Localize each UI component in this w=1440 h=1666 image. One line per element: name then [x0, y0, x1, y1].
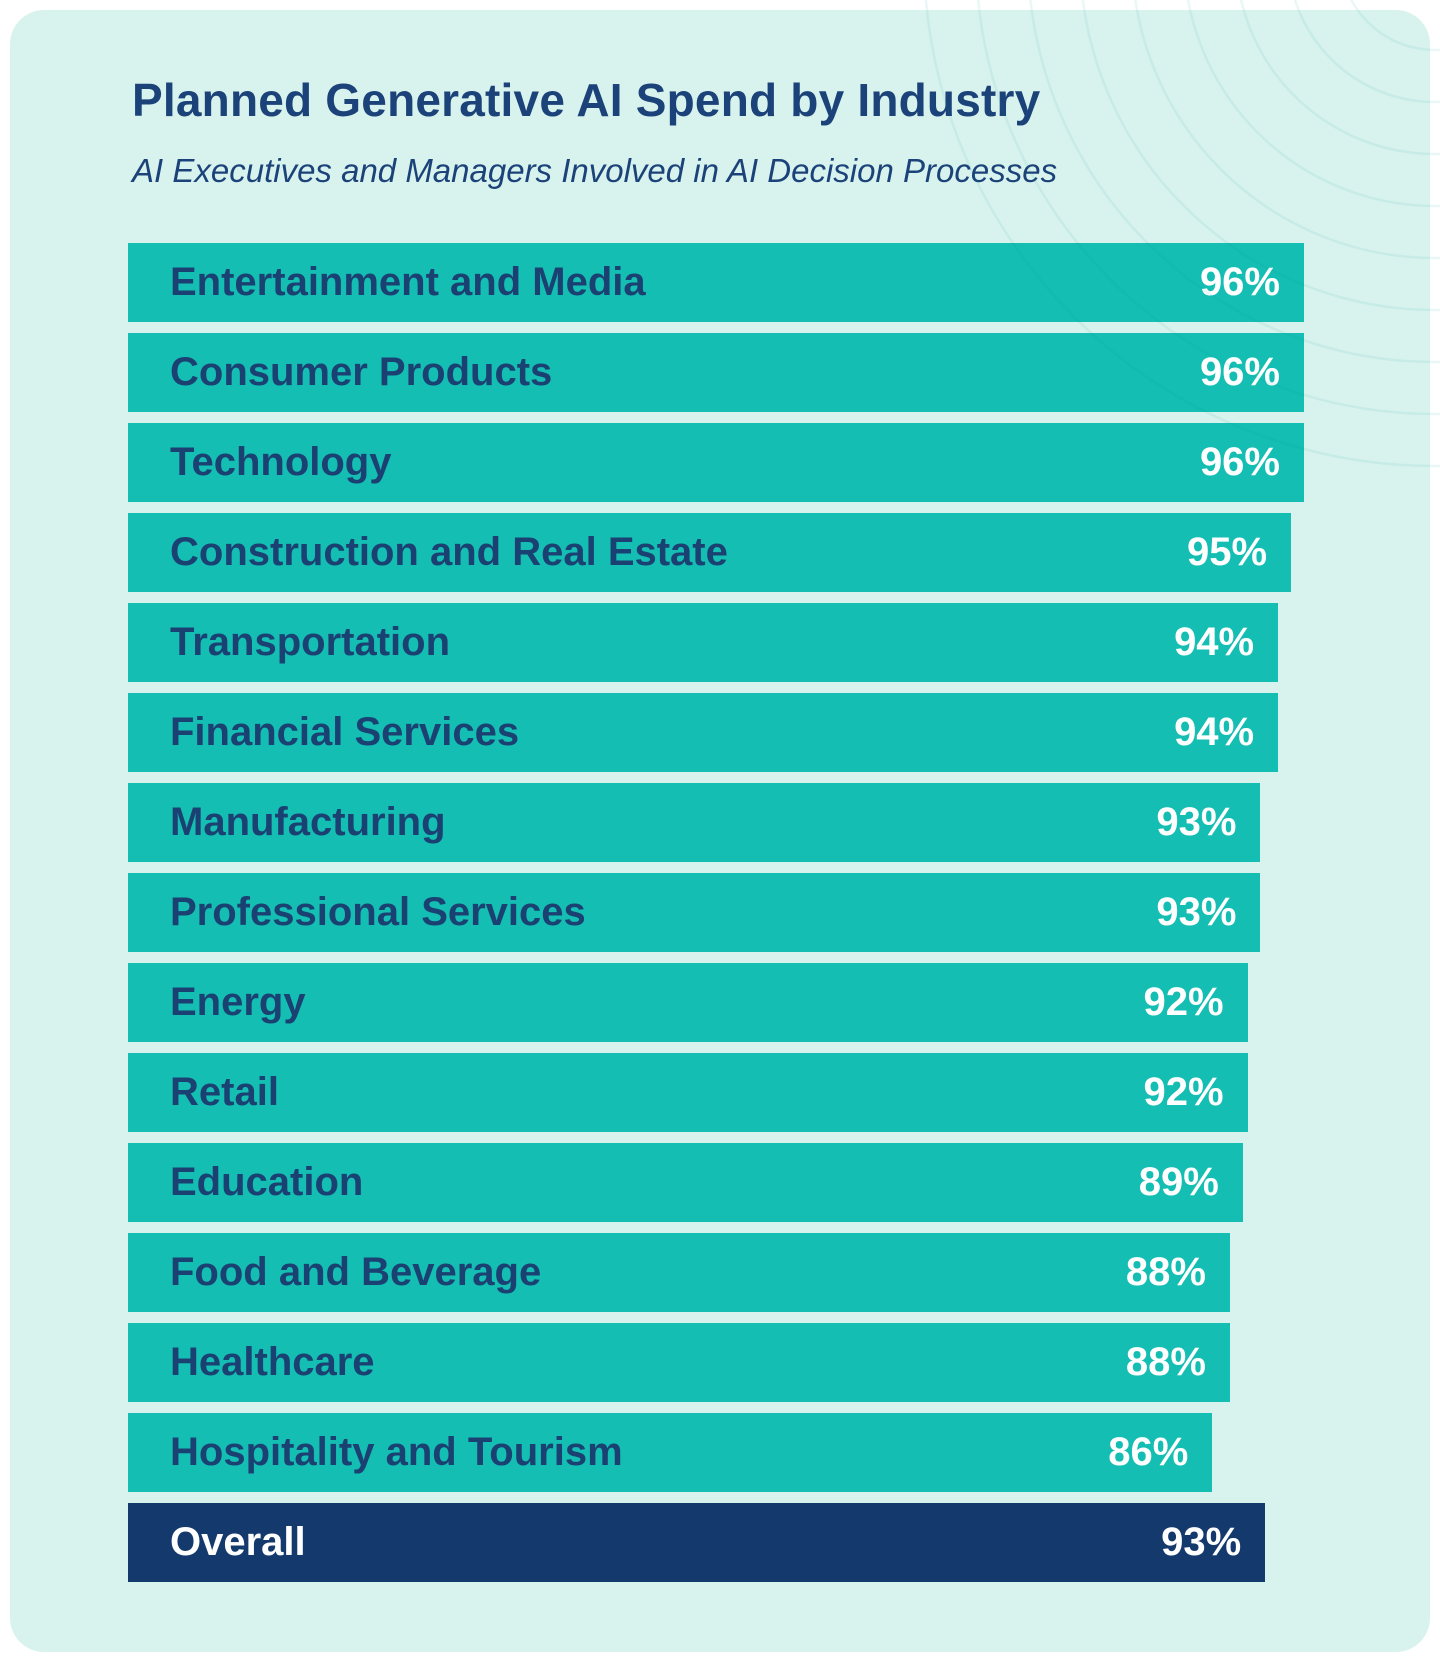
bar-label: Overall: [170, 1520, 306, 1564]
bar-label: Consumer Products: [170, 350, 553, 394]
bar-label: Manufacturing: [170, 800, 446, 844]
bar-value: 92%: [1143, 980, 1224, 1024]
chart-card: Planned Generative AI Spend by Industry …: [10, 10, 1430, 1652]
bar-row: Retail 92%: [128, 1053, 1248, 1132]
bar-value: 94%: [1174, 620, 1255, 664]
bar-value: 93%: [1156, 890, 1237, 934]
bar-row: Manufacturing 93%: [128, 783, 1261, 862]
bar-value: 96%: [1199, 350, 1280, 394]
bar-value: 94%: [1174, 710, 1255, 754]
chart-subtitle: AI Executives and Managers Involved in A…: [132, 152, 1058, 189]
bar-row: Financial Services 94%: [128, 693, 1279, 772]
bar-chart: Entertainment and Media 96% Consumer Produ…: [128, 243, 1304, 1593]
bar-value: 95%: [1187, 530, 1268, 574]
bar-label: Healthcare: [170, 1340, 375, 1384]
bar-row: Transportation 94%: [128, 603, 1279, 682]
bar-value: 88%: [1125, 1250, 1206, 1294]
bar-label: Education: [170, 1160, 364, 1204]
bar-label: Transportation: [170, 620, 451, 664]
bar-row: Energy 92%: [128, 963, 1248, 1042]
bar-value: 93%: [1161, 1520, 1242, 1564]
bar-row: Consumer Products 96%: [128, 333, 1304, 412]
bar-row: Hospitality and Tourism 86%: [128, 1413, 1213, 1492]
bar-label: Food and Beverage: [170, 1250, 542, 1294]
bar-value: 92%: [1143, 1070, 1224, 1114]
bar-row: Healthcare 88%: [128, 1323, 1230, 1402]
bar-value: 86%: [1108, 1430, 1189, 1474]
bar-label: Retail: [170, 1070, 279, 1114]
bar-value: 96%: [1199, 440, 1280, 484]
bar-row: Entertainment and Media 96%: [128, 243, 1304, 322]
bar-label: Construction and Real Estate: [170, 530, 728, 574]
bar-row: Construction and Real Estate 95%: [128, 513, 1292, 592]
bar-label: Energy: [170, 980, 306, 1024]
bar-row: Professional Services 93%: [128, 873, 1261, 952]
bar-row: Food and Beverage 88%: [128, 1233, 1230, 1312]
bar-label: Technology: [170, 440, 392, 484]
bar-label: Hospitality and Tourism: [170, 1430, 623, 1474]
chart-title: Planned Generative AI Spend by Industry: [132, 74, 1041, 126]
bar-row: Technology 96%: [128, 423, 1304, 502]
bar-value: 89%: [1138, 1160, 1219, 1204]
bar-label: Financial Services: [170, 710, 520, 754]
bar-value: 93%: [1156, 800, 1237, 844]
bar-label: Professional Services: [170, 890, 586, 934]
bar-row: Education 89%: [128, 1143, 1243, 1222]
bar-label: Entertainment and Media: [170, 260, 646, 304]
bar-value: 88%: [1125, 1340, 1206, 1384]
bar-row-overall: Overall 93%: [128, 1503, 1266, 1582]
bar-value: 96%: [1199, 260, 1280, 304]
